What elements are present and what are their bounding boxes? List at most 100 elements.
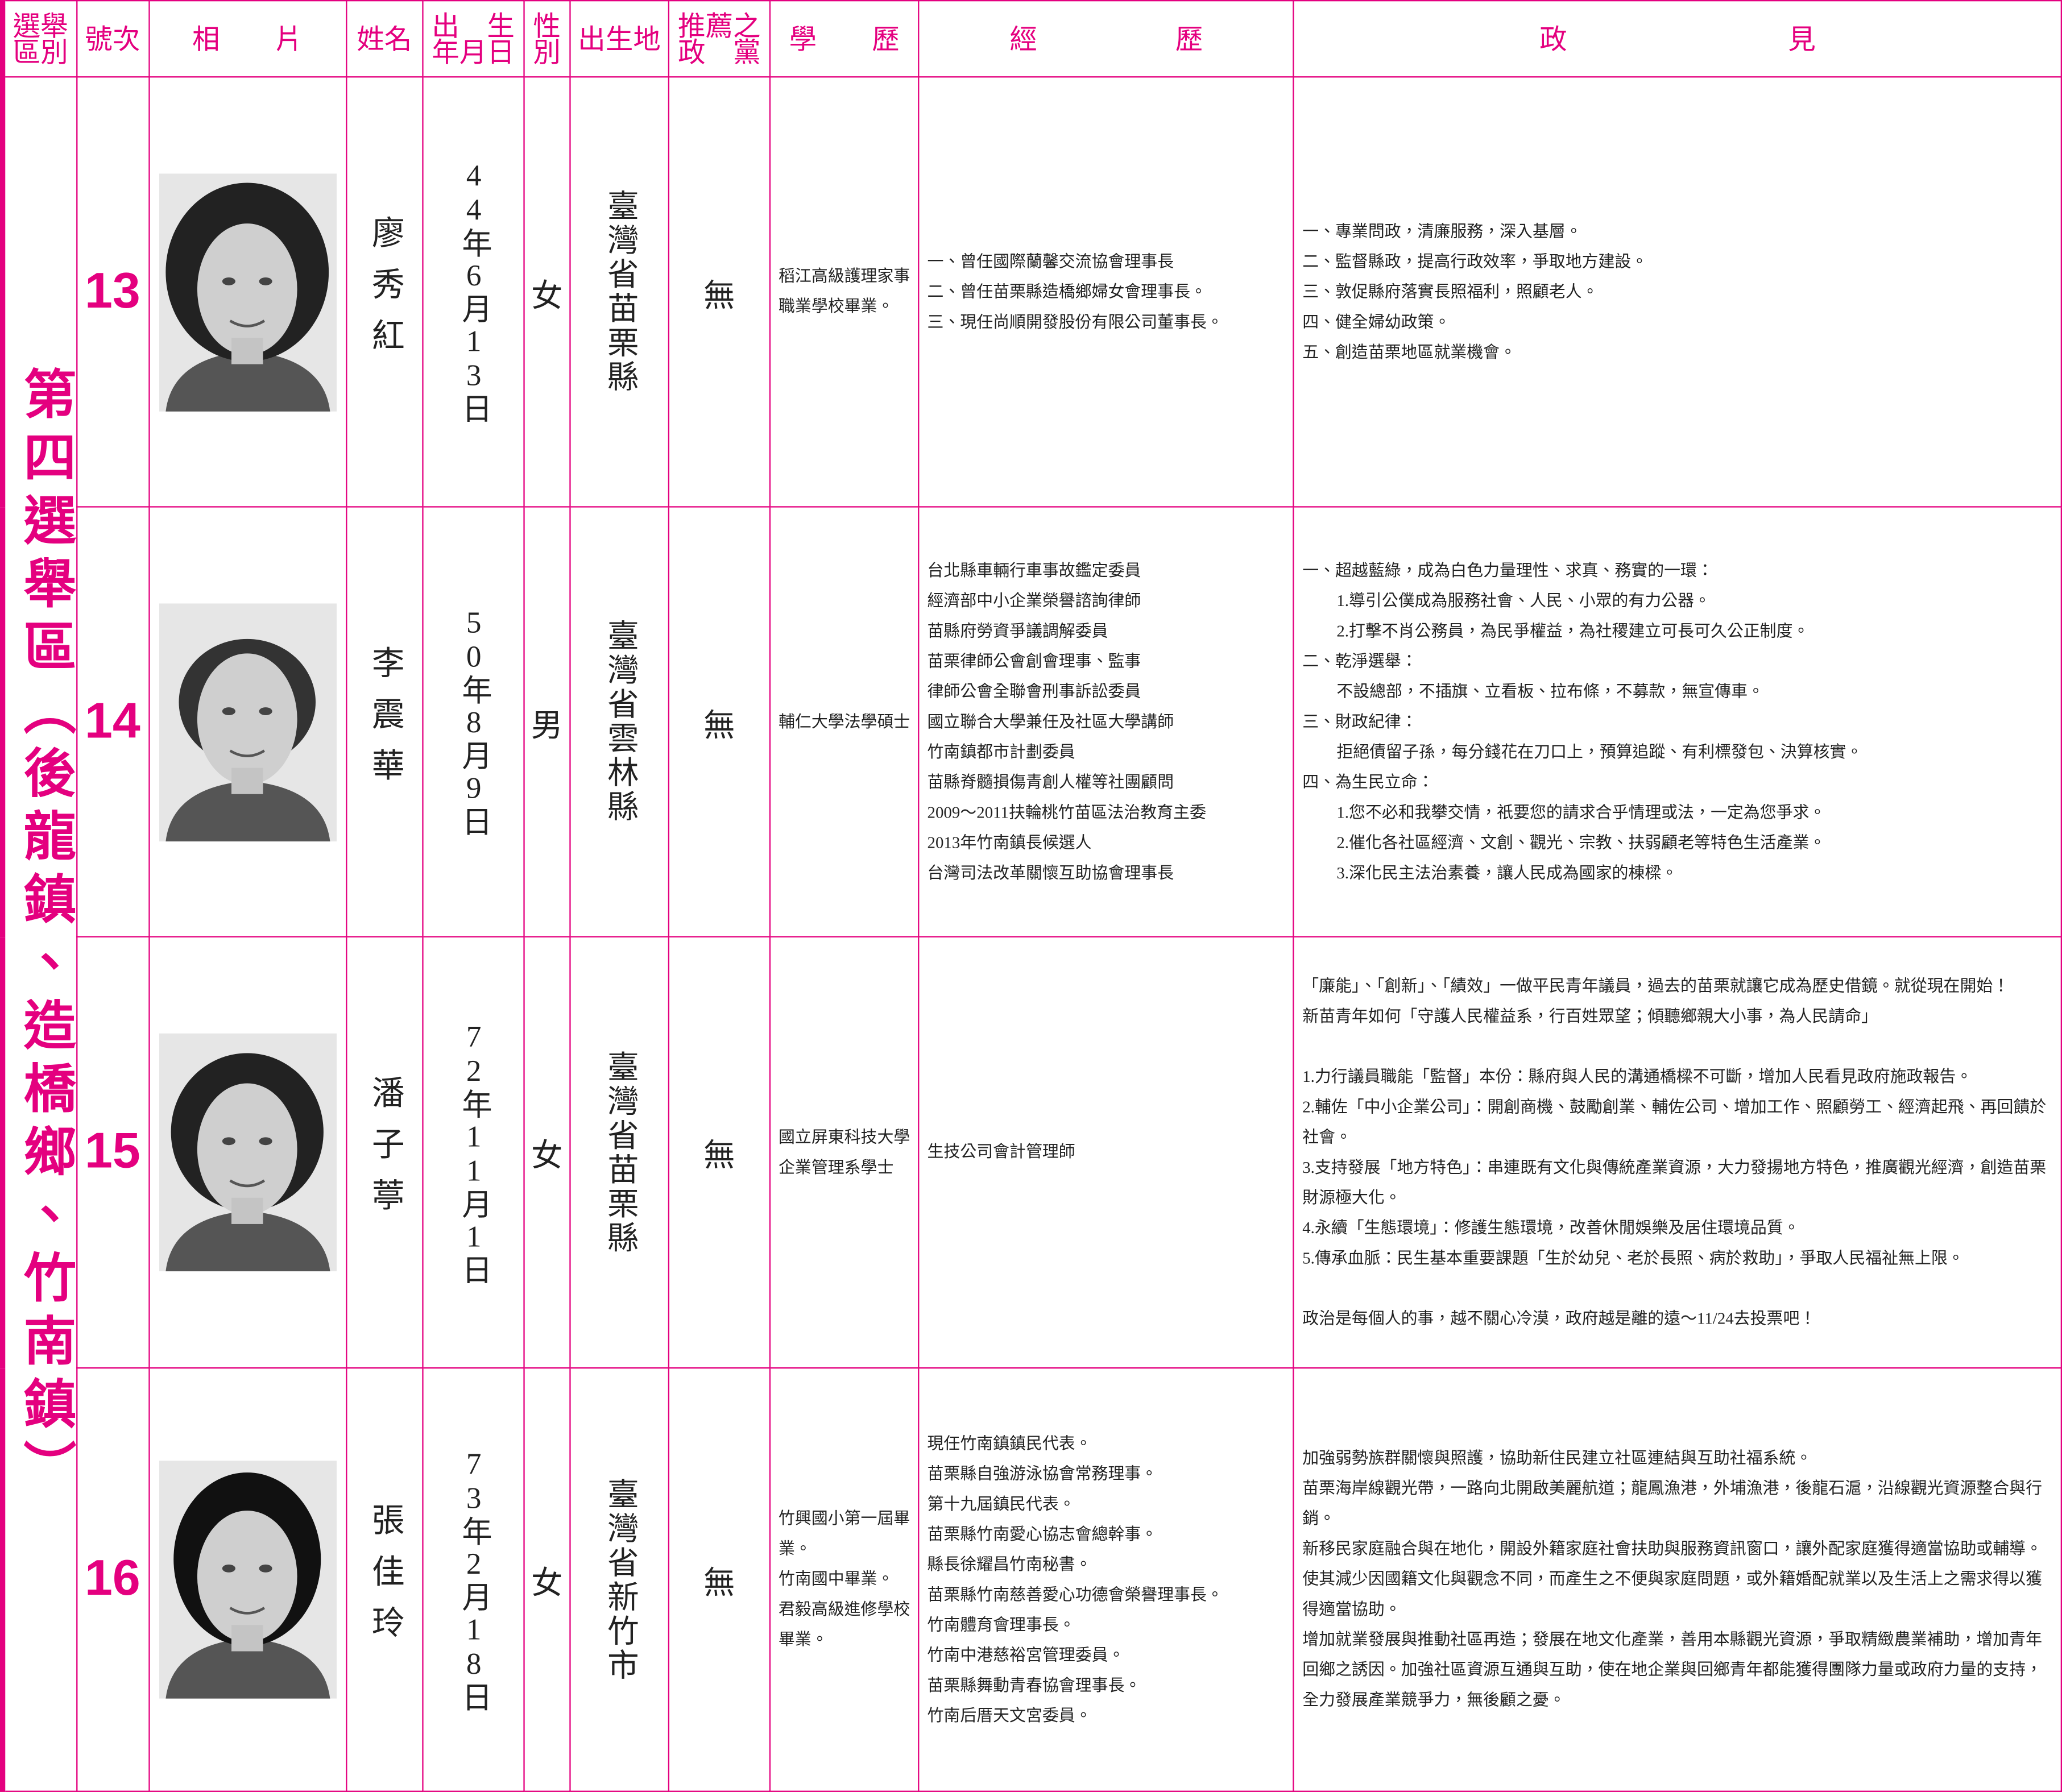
header-cell: 姓名	[345, 0, 424, 78]
photo-shape	[222, 706, 235, 715]
birth-cell: 44年6月13日	[421, 76, 525, 508]
birth-cell: 73年2月18日	[421, 1367, 525, 1792]
header-text: 選舉	[13, 10, 68, 42]
name-cell: 廖秀紅	[345, 76, 424, 508]
photo-shape	[197, 1511, 297, 1642]
platform-cell: 一、專業問政，清廉服務，深入基層。 二、監督縣政，提高行政效率，爭取地方建設。 三、…	[1293, 76, 2062, 508]
photo-cell	[148, 506, 347, 938]
candidate-number: 15	[76, 936, 150, 1369]
photo-cell	[148, 76, 347, 508]
platform-block: 一、超越藍綠，成為白色力量理性、求真、務實的一環： 1.導引公僕成為服務社會、人民…	[1302, 555, 2053, 888]
name-cell: 張佳玲	[345, 1367, 424, 1792]
platform-block: 「廉能」、「創新」、「績效」一做平民青年議員，過去的苗栗就讓它成為歷史借鏡。就從…	[1302, 971, 2053, 1031]
name-cell: 潘子葶	[345, 936, 424, 1369]
education-line: 稻江高級護理家事職業學校畢業。	[779, 267, 910, 316]
header-row: 選舉 區別 號次 相 片 姓名出 生年月日性別出生地 推薦之政 黨學 歷 經 歷 政 見	[2, 0, 2062, 78]
platform-subline: 2.打擊不肖公務員，為民爭權益，為社稷建立可長可久公正制度。	[1336, 621, 1810, 640]
birthplace: 臺灣省苗栗縣	[601, 189, 636, 395]
platform-line: 「廉能」、「創新」、「績效」一做平民青年議員，過去的苗栗就讓它成為歷史借鏡。就從…	[1302, 976, 2010, 995]
header-text: 性	[533, 10, 561, 42]
photo-shape	[165, 1210, 330, 1272]
experience-cell: 生技公司會計管理師	[918, 936, 1295, 1369]
experience-line: 台北縣車輛行車事故鑑定委員	[927, 561, 1141, 579]
header-cell: 推薦之政 黨	[668, 0, 771, 78]
candidate-number: 14	[76, 506, 150, 938]
experience-line: 台灣司法改革關懷互助協會理事長	[927, 863, 1174, 882]
candidate-row: 16 張佳玲 73年2月18日女臺灣省新竹市無竹興國小第一屆畢業。 竹南國中畢業。 君毅…	[3, 1367, 2062, 1792]
header-cell: 經 歷	[918, 0, 1295, 78]
photo-shape	[258, 276, 272, 285]
platform-line: 5.傳承血脈：民生基本重要課題「生於幼兒、老於長照、病於救助」，爭取人民福祉無上…	[1302, 1248, 1964, 1267]
platform-line: 增加就業發展與推動社區再造；發展在地文化產業，善用本縣觀光資源，爭取精緻農業補助…	[1302, 1630, 2043, 1710]
photo-shape	[222, 1137, 235, 1146]
experience-line: 三、現任尚順開發股份有限公司董事長。	[927, 312, 1223, 331]
birth-date: 73年2月18日	[457, 1446, 491, 1713]
birthplace-cell: 臺灣省苗栗縣	[569, 936, 669, 1369]
education-line: 輔仁大學法學碩士	[779, 712, 910, 731]
photo-shape	[229, 1607, 265, 1615]
experience-line: 國立聯合大學兼任及社區大學講師	[927, 712, 1174, 731]
header-text: 經 歷	[1009, 23, 1203, 55]
education-cell: 輔仁大學法學碩士	[769, 506, 920, 938]
platform-subline: 3.深化民主法治素養，讓人民成為國家的棟樑。	[1336, 863, 1678, 882]
experience-cell: 現任竹南鎮鎮民代表。 苗栗縣自強游泳協會常務理事。 第十九屆鎮民代表。 苗栗縣竹南愛心…	[918, 1367, 1295, 1792]
experience-line: 2009～2011扶輪桃竹苗區法治教育主委	[927, 802, 1206, 822]
platform-heading: 一、超越藍綠，成為白色力量理性、求真、務實的一環：	[1302, 561, 1713, 579]
header-text: 姓名	[357, 23, 412, 55]
photo-cell	[148, 1367, 347, 1792]
birthplace: 臺灣省雲林縣	[601, 619, 636, 824]
experience-line: 律師公會全聯會刑事訴訟委員	[927, 682, 1141, 700]
header-text: 政 見	[1539, 23, 1816, 55]
photo-shape	[222, 1564, 235, 1573]
education-cell: 竹興國小第一屆畢業。 竹南國中畢業。 君毅高級進修學校畢業。	[769, 1367, 920, 1792]
header-text: 出 生	[432, 10, 515, 42]
photo	[159, 1033, 337, 1272]
education-line: 國立屏東科技大學企業管理系學士	[779, 1127, 910, 1176]
birth-cell: 50年8月9日	[421, 506, 525, 938]
candidate-name: 廖秀紅	[367, 215, 403, 369]
photo-shape	[165, 350, 330, 411]
platform-block: 1.力行議員職能「監督」本份：縣府與人民的溝通橋樑不可斷，增加人民看見政府施政報…	[1302, 1061, 2053, 1273]
platform-line: 新移民家庭融合與在地化，開設外籍家庭社會扶助與服務資訊窗口，讓外配家庭獲得適當協…	[1302, 1539, 2043, 1619]
birthplace: 臺灣省苗栗縣	[601, 1050, 636, 1255]
platform-line: 政治是每個人的事，越不關心冷漠，政府越是離的遠～11/24去投票吧！	[1302, 1309, 1816, 1328]
header-text: 區別	[13, 36, 68, 68]
experience-line: 現任竹南鎮鎮民代表。	[927, 1433, 1092, 1453]
photo-shape	[165, 1638, 330, 1699]
gender: 女	[523, 1367, 571, 1792]
platform-line: 一、專業問政，清廉服務，深入基層。	[1302, 221, 1582, 240]
experience-cell: 一、曾任國際蘭馨交流協會理事長 二、曾任苗栗縣造橋鄉婦女會理事長。 三、現任尚順開發…	[918, 76, 1295, 508]
platform-cell: 「廉能」、「創新」、「績效」一做平民青年議員，過去的苗栗就讓它成為歷史借鏡。就從…	[1293, 936, 2062, 1369]
experience-line: 竹南體育會理事長。	[927, 1615, 1075, 1634]
photo-cell	[148, 936, 347, 1369]
candidate-row: 14 李震華 50年8月9日男臺灣省雲林縣無輔仁大學法學碩士 台北縣車輛行車事故鑑定委…	[3, 506, 2062, 938]
photo-shape	[231, 1625, 263, 1652]
party: 無	[668, 506, 771, 938]
experience-cell: 台北縣車輛行車事故鑑定委員 經濟部中小企業榮譽諮詢律師 苗縣府勞資爭議調解委員 苗栗律…	[918, 506, 1295, 938]
header-text: 出生地	[578, 23, 661, 55]
photo-shape	[231, 337, 263, 364]
photo-shape	[231, 767, 263, 794]
platform-block: 政治是每個人的事，越不關心冷漠，政府越是離的遠～11/24去投票吧！	[1302, 1304, 2053, 1334]
platform-line: 加強弱勢族群關懷與照護，協助新住民建立社區連結與互助社福系統。	[1302, 1449, 1812, 1467]
education-cell: 稻江高級護理家事職業學校畢業。	[769, 76, 920, 508]
birth-date: 44年6月13日	[457, 159, 491, 425]
district-cell: 第四選舉區（後龍鎮、造橋鄉、竹南鎮）	[2, 76, 77, 1792]
party: 無	[668, 76, 771, 508]
photo	[159, 173, 337, 411]
experience-line: 竹南后厝天文宮委員。	[927, 1706, 1092, 1724]
experience-line: 苗栗律師公會創會理事、監事	[927, 651, 1141, 670]
party: 無	[668, 1367, 771, 1792]
candidate-name: 張佳玲	[367, 1503, 403, 1657]
platform-subline: 拒絕債留子孫，每分錢花在刀口上，預算追蹤、有利標發包、決算核實。	[1336, 742, 1863, 761]
platform-line: 新苗青年如何「守護人民權益系，行百姓眾望；傾聽鄉親大小事，為人民請命」	[1302, 1006, 1878, 1025]
photo-shape	[229, 1179, 265, 1188]
photo-shape	[222, 276, 235, 285]
platform-subline: 1.您不必和我攀交情，祇要您的請求合乎情理或法，一定為您爭求。	[1336, 802, 1826, 822]
experience-line: 竹南中港慈裕宮管理委員。	[927, 1645, 1125, 1664]
gender: 女	[523, 76, 571, 508]
header-cell: 選舉 區別	[2, 0, 77, 78]
experience-line: 苗縣脊髓損傷青創人權等社團顧問	[927, 772, 1174, 791]
